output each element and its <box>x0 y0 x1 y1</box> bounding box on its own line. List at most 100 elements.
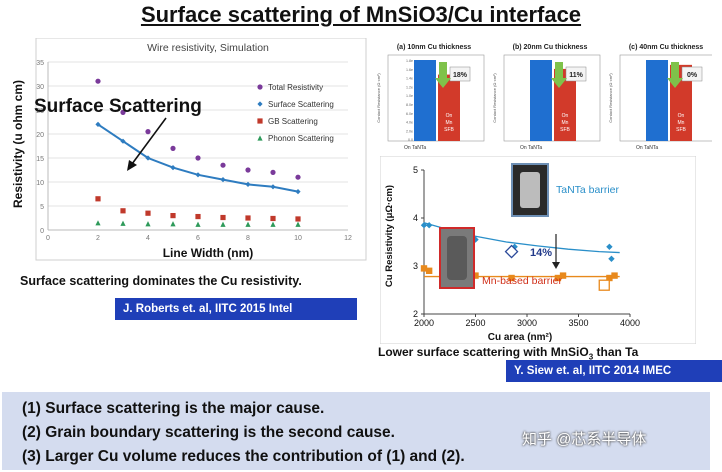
sim-point <box>270 221 276 227</box>
cu-x-tick: 3500 <box>568 318 588 328</box>
reference-siew: Y. Siew et. al, IITC 2014 IMEC <box>506 360 722 382</box>
bar <box>530 60 552 141</box>
sim-x-tick: 8 <box>246 235 250 242</box>
legend-marker <box>257 118 263 124</box>
sim-point <box>270 215 276 222</box>
summary-box: (1) Surface scattering is the major caus… <box>2 392 710 470</box>
bar-inner-label: SFB <box>676 127 686 133</box>
cu-point <box>606 274 613 282</box>
caption-right-pre: Lower surface scattering with MnSiO <box>378 345 589 359</box>
sim-x-tick: 12 <box>344 235 352 242</box>
reduction-arrow <box>435 62 451 88</box>
sim-point <box>120 220 126 226</box>
sim-point <box>220 214 226 221</box>
reference-roberts: J. Roberts et. al, IITC 2015 Intel <box>115 298 357 320</box>
surface-scattering-annotation: Surface Scattering <box>34 96 202 117</box>
bar-inner-label: Mn <box>562 120 569 126</box>
sim-point <box>245 215 251 221</box>
sim-x-tick: 2 <box>96 235 100 242</box>
cu-resistivity-chart: 2000 2500 3000 3500 4000 2 3 4 5 TaNTa barrier M… <box>380 156 696 344</box>
legend-marker <box>257 84 263 90</box>
cu-point <box>420 222 428 229</box>
sim-y-tick: 15 <box>36 156 44 163</box>
bar-category-label: On TaNTa <box>636 145 658 151</box>
reduction-arrow <box>551 62 567 88</box>
bar-y-label: Contact Resistance (Ω·cm²) <box>492 73 497 123</box>
sim-x-axis-label: Line Width (nm) <box>163 246 254 260</box>
bar-category-label: On TaNTa <box>404 145 426 151</box>
bar-y-tick: 2.0e <box>406 129 413 133</box>
mn-barrier-label: Mn-based barrier <box>482 275 562 287</box>
sim-y-tick: 5 <box>40 204 44 211</box>
tanta-barrier-label: TaNTa barrier <box>556 184 620 196</box>
sim-point <box>295 174 301 180</box>
sim-grid <box>48 61 348 231</box>
sim-point <box>145 221 151 227</box>
legend-label: Surface Scattering <box>268 100 334 109</box>
cu-open-marker <box>598 279 610 291</box>
sim-point <box>220 162 226 168</box>
caption-right-post: than Ta <box>593 345 639 359</box>
sim-legend: Total Resistivity Surface Scattering GB Sc… <box>257 83 334 143</box>
cu-y-tick: 3 <box>413 261 418 271</box>
bar <box>414 60 436 141</box>
caption-right: Lower surface scattering with MnSiO3 tha… <box>378 345 638 361</box>
cu-point <box>559 272 567 279</box>
legend-marker <box>257 135 263 141</box>
cu-point <box>420 265 428 272</box>
cu-x-tick: 3000 <box>517 318 537 328</box>
sim-point <box>170 165 176 171</box>
bar <box>438 74 460 141</box>
annotation-arrow <box>131 117 167 165</box>
sim-point <box>95 196 101 202</box>
cu-open-marker <box>504 244 519 259</box>
sim-x-tick: 0 <box>46 235 50 242</box>
bar-chart-title: (c) 40nm Cu thickness <box>629 44 703 51</box>
caption-right-sub: 3 <box>588 352 594 362</box>
bar-y-tick: 8.0e <box>406 103 413 107</box>
sim-y-tick: 20 <box>36 132 44 139</box>
cu-point <box>611 272 618 279</box>
annotation-arrowhead <box>127 160 137 171</box>
cu-y-axis-label: Cu Resistivity (μΩ·cm) <box>384 185 395 287</box>
reduction-box <box>565 66 587 82</box>
sim-point <box>195 172 201 178</box>
bar-inner-label: Mn <box>446 120 453 126</box>
bar-y-tick: 0.0 <box>408 138 413 142</box>
summary-line-1: (1) Surface scattering is the major caus… <box>22 400 325 417</box>
sim-point <box>120 109 126 115</box>
bar-chart-title: (a) 10nm Cu thickness <box>397 44 471 51</box>
bar-inner-label: SFB <box>560 127 570 133</box>
sim-series <box>95 78 301 227</box>
sim-y-tick: 25 <box>36 108 44 115</box>
sim-point <box>220 177 226 183</box>
summary-line-3: (3) Larger Cu volume reduces the contrib… <box>22 448 465 465</box>
bar-y-label: Contact Resistance (Ω·cm²) <box>608 73 613 123</box>
bar-y-tick: 1.6e <box>406 68 413 72</box>
sim-point <box>195 213 201 220</box>
contact-resistance-bar-charts: (a) 10nm Cu thickness Contact Resistance … <box>376 44 712 151</box>
cu-x-tick: 4000 <box>620 318 640 328</box>
sim-point <box>145 210 151 216</box>
sim-point <box>145 129 151 135</box>
reduction-label: 0% <box>687 72 698 79</box>
cu-point <box>508 274 515 282</box>
sim-y-tick: 30 <box>36 84 44 91</box>
sim-x-tick: 10 <box>294 235 302 242</box>
sim-point <box>245 167 251 173</box>
cu-point <box>554 274 562 282</box>
sim-point <box>270 184 276 190</box>
bar-y-label: Contact Resistance (Ω·cm²) <box>376 73 381 123</box>
sim-point <box>295 216 301 222</box>
sim-point <box>120 208 126 214</box>
bar-y-tick: 4.0e <box>406 121 413 125</box>
caption-left: Surface scattering dominates the Cu resi… <box>20 274 302 288</box>
cu-y-tick: 2 <box>413 309 418 319</box>
sim-point <box>220 221 226 227</box>
mn-micrograph-inner <box>447 236 467 280</box>
summary-line-2: (2) Grain boundary scattering is the sec… <box>22 424 395 441</box>
cu-y-tick: 4 <box>413 213 418 223</box>
slide-title: Surface scattering of MnSiO3/Cu interfac… <box>140 2 582 27</box>
sim-point <box>245 181 251 187</box>
reduction-label: 18% <box>453 72 468 79</box>
